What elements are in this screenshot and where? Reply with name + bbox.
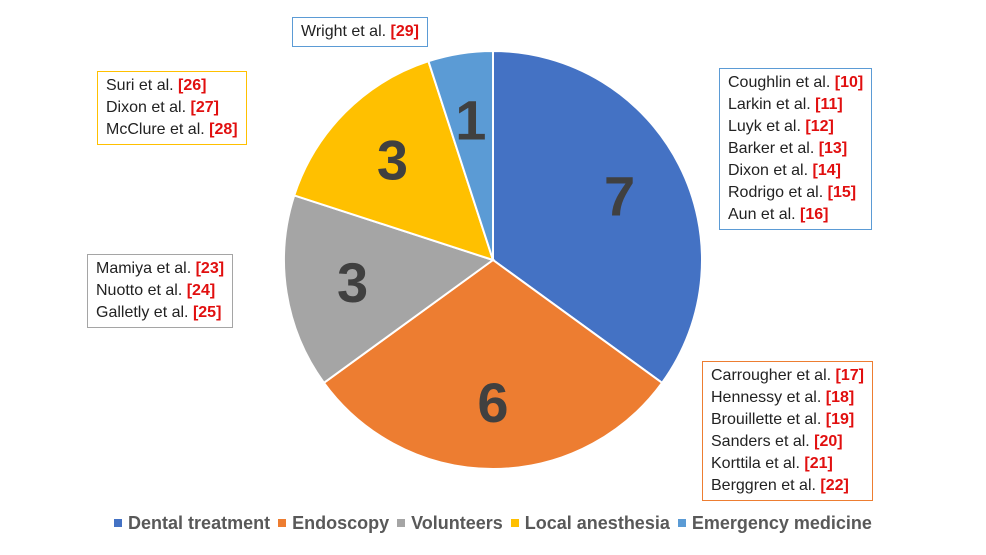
slice-value-label-endoscopy: 6 bbox=[477, 371, 508, 434]
citation-author: Dixon et al. bbox=[106, 99, 191, 116]
citation-reference-number: [23] bbox=[195, 260, 225, 277]
citation-entry: Galletly et al. [25] bbox=[96, 302, 224, 324]
legend-swatch bbox=[677, 519, 686, 528]
citation-reference-number: [25] bbox=[192, 304, 222, 321]
citation-entry: Barker et al. [13] bbox=[728, 138, 863, 160]
citation-entry: Berggren et al. [22] bbox=[711, 475, 864, 497]
slice-value-label-dental-treatment: 7 bbox=[604, 164, 635, 227]
legend-swatch bbox=[510, 519, 519, 528]
citation-author: Larkin et al. bbox=[728, 96, 816, 113]
citation-author: Mamiya et al. bbox=[96, 260, 196, 277]
legend-label: Dental treatment bbox=[128, 513, 271, 533]
citation-reference-number: [14] bbox=[812, 162, 841, 179]
citation-author: Rodrigo et al. bbox=[728, 184, 828, 201]
citation-reference-number: [17] bbox=[835, 367, 864, 384]
slice-value-label-emergency-medicine: 1 bbox=[455, 89, 486, 152]
citation-author: Coughlin et al. bbox=[728, 74, 835, 91]
legend-label: Emergency medicine bbox=[691, 513, 872, 533]
slice-value-label-local-anesthesia: 3 bbox=[377, 129, 408, 192]
legend-swatch bbox=[114, 519, 123, 528]
citation-reference-number: [13] bbox=[818, 140, 848, 157]
legend-swatch bbox=[397, 519, 406, 528]
slice-value-label-volunteers: 3 bbox=[337, 251, 368, 314]
citation-author: Sanders et al. bbox=[711, 433, 815, 450]
citation-author: Brouillette et al. bbox=[711, 411, 826, 428]
legend: Dental treatment Endoscopy Volunteers Local… bbox=[0, 513, 986, 534]
citation-reference-number: [26] bbox=[178, 77, 207, 94]
callout-local-anesthesia: Suri et al. [26] Dixon et al. [27] McClure… bbox=[97, 71, 247, 145]
citation-reference-number: [27] bbox=[190, 99, 219, 116]
citation-entry: Nuotto et al. [24] bbox=[96, 280, 224, 302]
citation-entry: Luyk et al. [12] bbox=[728, 116, 863, 138]
citation-reference-number: [22] bbox=[820, 477, 849, 494]
legend-label: Volunteers bbox=[411, 513, 503, 533]
citation-author: Korttila et al. bbox=[711, 455, 805, 472]
citation-entry: Wright et al. [29] bbox=[301, 21, 419, 43]
citation-reference-number: [12] bbox=[805, 118, 834, 135]
citation-reference-number: [24] bbox=[186, 282, 216, 299]
citation-reference-number: [21] bbox=[804, 455, 833, 472]
pie-slice-endoscopy bbox=[322, 258, 664, 470]
callout-dental-treatment: Coughlin et al. [10] Larkin et al. [11] Lu… bbox=[719, 68, 873, 230]
pie-slice-dental-treatment bbox=[492, 49, 703, 385]
citation-entry: Korttila et al. [21] bbox=[711, 453, 864, 475]
citation-entry: McClure et al. [28] bbox=[106, 119, 238, 141]
citation-entry: Rodrigo et al. [15] bbox=[728, 182, 863, 204]
citation-author: Barker et al. bbox=[728, 140, 819, 157]
citation-author: Dixon et al. bbox=[728, 162, 813, 179]
citation-author: Aun et al. bbox=[728, 206, 801, 223]
citation-author: Luyk et al. bbox=[728, 118, 806, 135]
legend-item-endoscopy: Endoscopy bbox=[278, 513, 389, 533]
legend-item-dental-treatment: Dental treatment bbox=[114, 513, 270, 533]
citation-reference-number: [28] bbox=[209, 121, 238, 138]
citation-author: McClure et al. bbox=[106, 121, 210, 138]
citation-entry: Brouillette et al. [19] bbox=[711, 409, 864, 431]
pie-slice-local-anesthesia bbox=[292, 59, 495, 262]
citation-reference-number: [20] bbox=[814, 433, 843, 450]
citation-author: Carrougher et al. bbox=[711, 367, 836, 384]
legend-item-emergency-medicine: Emergency medicine bbox=[677, 513, 872, 533]
citation-author: Hennessy et al. bbox=[711, 389, 826, 406]
legend-label: Endoscopy bbox=[292, 513, 390, 533]
citation-reference-number: [15] bbox=[827, 184, 857, 201]
citation-reference-number: [19] bbox=[825, 411, 855, 428]
citation-entry: Mamiya et al. [23] bbox=[96, 258, 224, 280]
citation-reference-number: [29] bbox=[390, 23, 419, 40]
callout-endoscopy: Carrougher et al. [17] Hennessy et al. [1… bbox=[702, 361, 873, 501]
citation-author: Wright et al. bbox=[301, 23, 391, 40]
citation-entry: Suri et al. [26] bbox=[106, 75, 238, 97]
callout-emergency-medicine: Wright et al. [29] bbox=[292, 17, 428, 47]
citation-entry: Dixon et al. [27] bbox=[106, 97, 238, 119]
citation-entry: Hennessy et al. [18] bbox=[711, 387, 864, 409]
legend-swatch bbox=[278, 519, 287, 528]
citation-reference-number: [11] bbox=[815, 96, 843, 113]
citation-entry: Carrougher et al. [17] bbox=[711, 365, 864, 387]
legend-item-volunteers: Volunteers bbox=[397, 513, 503, 533]
citation-reference-number: [10] bbox=[834, 74, 864, 91]
citation-author: Suri et al. bbox=[106, 77, 179, 94]
citation-author: Nuotto et al. bbox=[96, 282, 187, 299]
pie-slice-volunteers bbox=[283, 194, 496, 385]
legend-label: Local anesthesia bbox=[524, 513, 670, 533]
pie-slice-emergency-medicine bbox=[427, 49, 494, 261]
citation-entry: Larkin et al. [11] bbox=[728, 94, 863, 116]
callout-volunteers: Mamiya et al. [23] Nuotto et al. [24] Gall… bbox=[87, 254, 234, 328]
citation-entry: Dixon et al. [14] bbox=[728, 160, 863, 182]
citation-reference-number: [18] bbox=[825, 389, 855, 406]
citation-entry: Sanders et al. [20] bbox=[711, 431, 864, 453]
citation-author: Galletly et al. bbox=[96, 304, 193, 321]
legend-item-local-anesthesia: Local anesthesia bbox=[510, 513, 670, 533]
citation-entry: Aun et al. [16] bbox=[728, 204, 863, 226]
citation-reference-number: [16] bbox=[800, 206, 829, 223]
citation-entry: Coughlin et al. [10] bbox=[728, 72, 863, 94]
citation-author: Berggren et al. bbox=[711, 477, 821, 494]
